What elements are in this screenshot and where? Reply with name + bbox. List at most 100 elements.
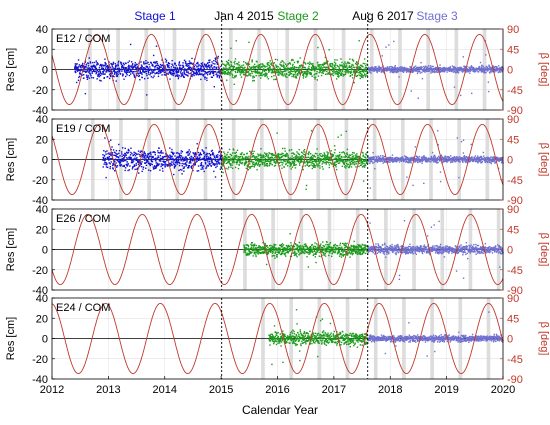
residual-point [385,161,388,164]
residual-point [205,66,207,68]
residual-point [255,159,257,161]
residual-point [139,155,141,158]
residual-point [92,69,95,71]
residual-point [399,67,401,70]
residual-point [213,170,215,173]
residual-point [158,156,160,159]
residual-point [161,74,163,76]
residual-point [412,71,414,73]
residual-point [116,153,119,155]
residual-point [351,67,353,70]
residual-point [406,161,408,163]
residual-point [134,164,136,167]
residual-point [323,63,326,65]
residual-point [281,152,283,155]
residual-point [135,70,138,72]
residual-point [359,75,361,77]
residual-point [161,163,163,165]
residual-point [341,165,344,167]
residual-point [201,166,204,169]
residual-point [142,153,144,156]
residual-point [383,155,385,158]
residual-point [172,153,175,156]
residual-point [123,157,125,159]
residual-point [255,67,257,69]
residual-point [371,70,373,72]
residual-point [265,74,268,76]
residual-point [374,65,376,68]
residual-point [206,72,209,74]
residual-point [423,65,425,68]
residual-point [296,73,299,75]
residual-point [391,158,393,160]
residual-point [244,62,247,64]
residual-point [488,71,491,73]
residual-point [307,62,309,64]
residual-point [348,66,351,69]
residual-point [197,62,199,65]
residual-point [167,65,169,68]
residual-point [332,159,334,161]
residual-point [78,64,81,66]
residual-point [215,163,217,165]
residual-point [266,63,268,65]
residual-point [347,69,349,71]
residual-point [175,69,178,72]
residual-point [328,73,331,75]
residual-point [261,162,263,164]
residual-point [232,160,235,162]
residual-point [338,66,340,68]
residual-point [308,165,311,167]
residual-point [261,156,263,158]
residual-point [202,165,205,167]
residual-point [359,159,361,161]
residual-point [265,163,268,165]
residual-point [310,69,313,72]
residual-point [316,79,319,81]
residual-point [243,162,246,165]
residual-point [374,167,376,170]
residual-point [264,157,267,160]
residual-point [115,162,117,164]
right-tick-label: 45 [507,44,519,56]
residual-point [440,180,442,183]
residual-point [91,67,93,69]
residual-point [190,74,193,77]
residual-point [241,71,243,73]
residual-point [101,67,104,70]
residual-point [133,65,135,68]
residual-point [364,76,367,78]
residual-point [294,167,297,169]
residual-point [87,76,89,79]
residual-point [264,163,266,165]
residual-point [288,74,290,76]
residual-point [270,156,273,158]
residual-point [237,71,239,73]
residual-point [258,72,260,74]
residual-point [478,69,480,71]
residual-point [461,156,463,159]
residual-point [259,72,261,75]
residual-point [245,167,248,170]
residual-point [437,158,440,161]
residual-point [252,152,254,155]
residual-point [224,153,226,155]
residual-point [268,164,271,166]
residual-point [183,71,185,73]
residual-point [108,70,110,73]
residual-point [102,154,104,156]
residual-point [203,66,205,68]
residual-point [319,69,321,71]
residual-point [224,160,226,162]
residual-point [376,161,379,163]
residual-point [389,161,391,164]
residual-point [95,70,97,72]
residual-point [306,71,308,73]
residual-point [169,156,172,158]
residual-point [144,155,146,157]
residual-point [384,155,386,158]
residual-point [490,69,493,71]
residual-point [245,156,247,158]
residual-point [366,75,369,77]
